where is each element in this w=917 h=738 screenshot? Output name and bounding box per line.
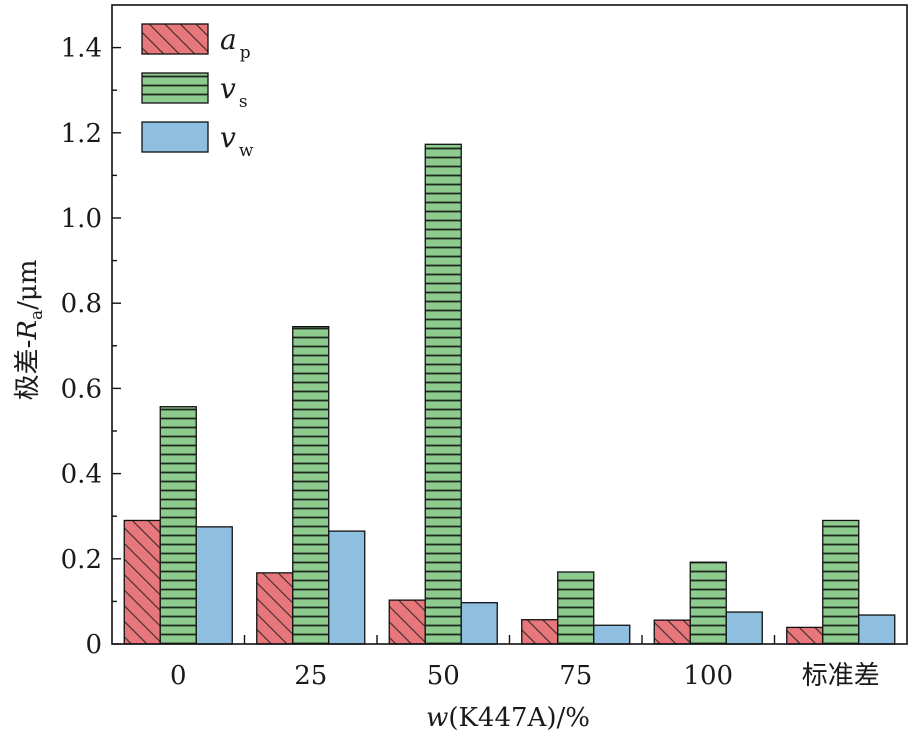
legend-swatch-vw — [141, 121, 209, 153]
y-axis-title: 极差-Ra/μm — [13, 260, 47, 401]
y-tick-label: 0 — [85, 630, 102, 660]
bar-vw-1 — [328, 530, 366, 645]
bar-vs-1 — [292, 325, 330, 645]
y-tick-label: 1.4 — [61, 34, 102, 64]
legend-swatch-vs — [141, 72, 209, 104]
legend-swatch-ap — [141, 23, 209, 55]
x-tick-label: 标准差 — [802, 661, 880, 691]
bar-vw-4 — [725, 611, 763, 645]
legend: a p v s v w — [141, 23, 254, 161]
bar-vs-2 — [424, 143, 462, 645]
bar-vw-2 — [460, 602, 498, 645]
y-tick-label: 0.8 — [61, 289, 102, 319]
bars-group — [123, 143, 896, 645]
bar-ap-2 — [388, 599, 426, 645]
axes-group — [111, 4, 908, 645]
bar-vw-0 — [195, 526, 233, 645]
bar-ap-4 — [653, 619, 691, 645]
tick-labels-group: 0 0.2 0.4 0.6 0.8 1.0 1.2 1.4 0 25 50 75 100 标准差 — [61, 34, 880, 691]
bar-ap-0 — [123, 519, 161, 645]
bar-ap-5 — [786, 626, 824, 645]
y-tick-label: 1.0 — [61, 204, 102, 234]
y-tick-label: 0.4 — [61, 460, 102, 490]
bar-vw-5 — [858, 614, 896, 645]
bar-vs-4 — [689, 561, 727, 645]
bar-vs-3 — [557, 571, 595, 645]
y-tick-label: 0.2 — [61, 545, 102, 575]
y-tick-label: 0.6 — [61, 374, 102, 404]
x-tick-label: 100 — [683, 661, 733, 691]
bar-ap-1 — [256, 572, 294, 645]
bar-vs-0 — [159, 406, 197, 645]
x-axis-title: w(K447A)/% — [426, 703, 590, 733]
x-tick-label: 25 — [294, 661, 327, 691]
x-tick-label: 75 — [559, 661, 592, 691]
bar-vs-5 — [822, 519, 860, 645]
x-tick-label: 50 — [427, 661, 460, 691]
y-tick-label: 1.2 — [61, 119, 102, 149]
bar-vw-3 — [593, 624, 631, 645]
bar-ap-3 — [521, 619, 559, 645]
x-tick-label: 0 — [170, 661, 187, 691]
